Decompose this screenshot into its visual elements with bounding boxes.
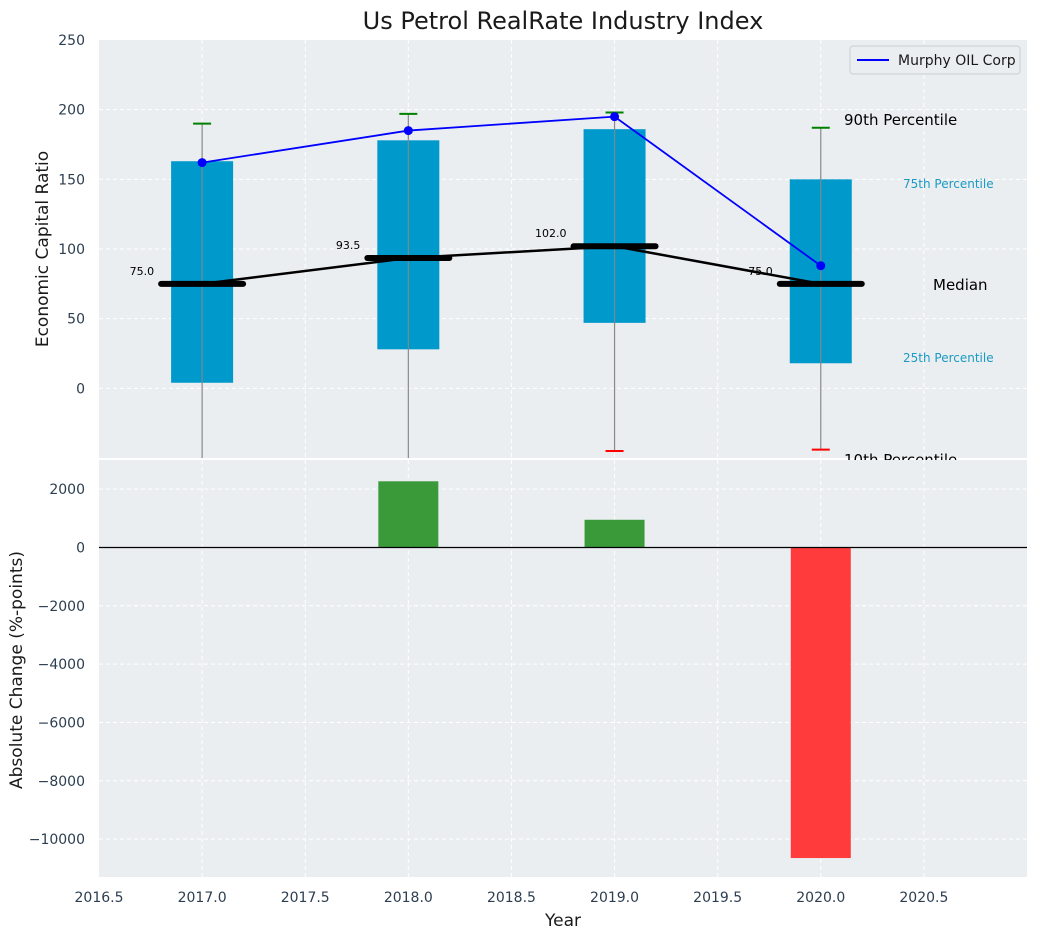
bottom-y-tick-label: 0 xyxy=(76,540,85,556)
median-value-label: 93.5 xyxy=(336,239,361,252)
bottom-panel: 2000 0 −2000 −4000 −6000 −8000 −10000 2016.5 20… xyxy=(7,460,1027,931)
x-tick-label: 2017.0 xyxy=(178,890,227,906)
change-bar xyxy=(584,519,645,548)
annotation-median: Median xyxy=(933,276,988,294)
legend-series-name: Murphy OIL Corp xyxy=(898,53,1016,69)
top-y-axis-label: Economic Capital Ratio xyxy=(33,151,53,347)
bottom-y-tick-label: −6000 xyxy=(38,715,85,731)
x-tick-label: 2019.0 xyxy=(590,890,639,906)
change-bar xyxy=(378,481,439,548)
x-tick-label: 2019.5 xyxy=(693,890,742,906)
annotation-75th-percentile: 75th Percentile xyxy=(903,177,994,191)
median-value-label: 75.0 xyxy=(130,265,155,278)
chart-title: Us Petrol RealRate Industry Index xyxy=(363,7,764,35)
annotation-25th-percentile: 25th Percentile xyxy=(903,351,994,365)
bottom-y-tick-label: −10000 xyxy=(29,832,85,848)
annotation-90th-percentile: 90th Percentile xyxy=(844,111,957,129)
series-point xyxy=(403,126,413,136)
change-bar xyxy=(790,547,851,859)
bottom-y-tick-label: 2000 xyxy=(49,482,85,498)
median-trend-line xyxy=(201,244,822,286)
median-value-label: 75.0 xyxy=(748,265,773,278)
series-point xyxy=(197,158,207,168)
x-tick-label: 2020.0 xyxy=(796,890,845,906)
legend-box xyxy=(849,45,1021,75)
top-y-tick-label: 150 xyxy=(58,172,85,188)
top-y-tick-label: 200 xyxy=(58,103,85,119)
top-y-tick-label: 250 xyxy=(58,33,85,49)
top-y-tick-label: 100 xyxy=(58,242,85,258)
legend: Murphy OIL Corp xyxy=(849,45,1021,75)
x-tick-label: 2020.5 xyxy=(899,890,948,906)
series-point xyxy=(816,261,826,271)
series-point xyxy=(610,112,620,122)
series-line xyxy=(201,115,822,267)
median-value-label: 102.0 xyxy=(535,227,567,240)
x-axis-label: Year xyxy=(544,911,581,931)
top-y-tick-label: 50 xyxy=(67,312,85,328)
x-tick-label: 2016.5 xyxy=(75,890,124,906)
bottom-panel-background xyxy=(99,460,1027,877)
bottom-y-tick-label: −2000 xyxy=(38,599,85,615)
x-tick-label: 2017.5 xyxy=(281,890,330,906)
x-tick-label: 2018.0 xyxy=(384,890,433,906)
top-y-tick-label: 0 xyxy=(76,381,85,397)
top-panel: 75.0 93.5 102.0 75.0 90th Percentile 75th Per… xyxy=(33,33,1027,469)
bottom-y-axis-label: Absolute Change (%-points) xyxy=(7,551,27,789)
x-tick-label: 2018.5 xyxy=(487,890,536,906)
bottom-y-tick-label: −8000 xyxy=(38,774,85,790)
bottom-y-tick-label: −4000 xyxy=(38,657,85,673)
